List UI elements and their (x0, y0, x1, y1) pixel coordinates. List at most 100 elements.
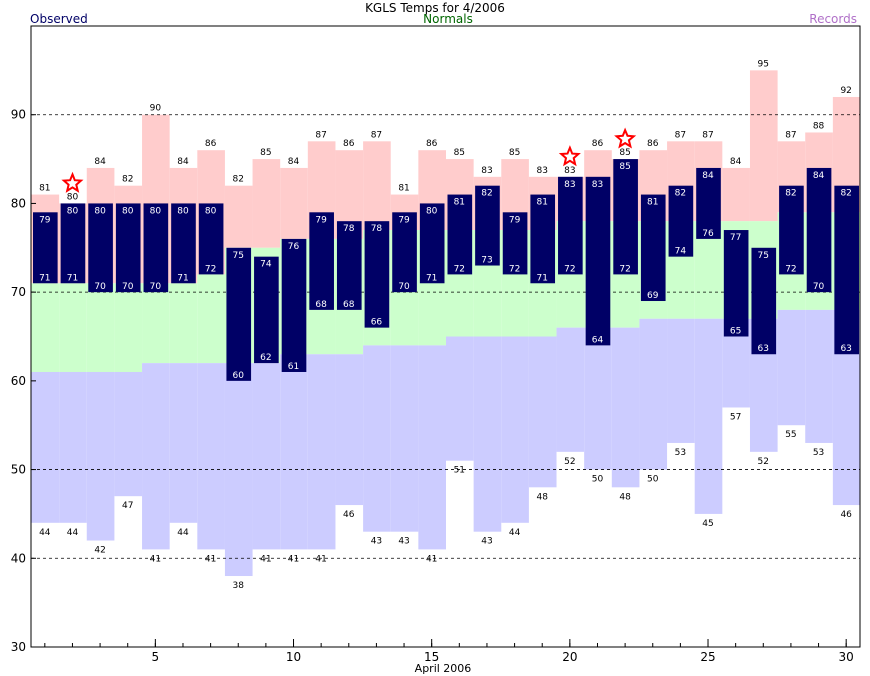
record-low-label: 57 (730, 412, 741, 422)
record-low-band (667, 318, 695, 443)
observed-low-label: 65 (730, 327, 741, 337)
y-tick-label: 60 (11, 374, 26, 388)
observed-high-label: 81 (536, 198, 547, 208)
observed-bar (834, 185, 859, 355)
record-low-label: 41 (426, 554, 437, 564)
observed-bar (696, 167, 721, 239)
record-low-label: 47 (122, 501, 133, 511)
observed-bar (171, 203, 196, 284)
observed-bar (392, 212, 417, 293)
observed-bar (723, 230, 749, 337)
x-tick-label: 5 (152, 650, 160, 664)
observed-low-label: 71 (67, 273, 78, 283)
record-low-band (418, 345, 446, 550)
record-low-band (584, 327, 612, 470)
x-tick-label: 15 (424, 650, 439, 664)
record-high-band (749, 70, 778, 222)
record-high-label: 83 (564, 166, 575, 176)
legend-normals: Normals (423, 12, 473, 26)
observed-bar (60, 203, 86, 284)
observed-low-label: 70 (122, 282, 134, 292)
record-high-label: 82 (122, 175, 133, 185)
record-high-label: 81 (39, 184, 50, 194)
observed-bar (419, 203, 445, 284)
observed-low-label: 71 (39, 273, 50, 283)
observed-high-label: 79 (315, 215, 327, 225)
record-low-band (280, 354, 308, 550)
record-high-label: 80 (67, 192, 79, 202)
normal-band (31, 283, 60, 372)
observed-high-label: 78 (371, 224, 383, 234)
record-high-label: 87 (702, 130, 713, 140)
observed-high-label: 82 (785, 189, 796, 199)
observed-low-label: 60 (233, 371, 245, 381)
y-tick-label: 40 (11, 551, 26, 565)
observed-bar (309, 212, 334, 310)
observed-low-label: 64 (592, 335, 604, 345)
observed-bar (447, 194, 473, 275)
observed-high-label: 75 (233, 251, 244, 261)
record-low-band (694, 318, 723, 514)
observed-bar (226, 247, 252, 381)
record-high-label: 85 (260, 148, 271, 158)
observed-low-label: 63 (758, 344, 769, 354)
record-high-label: 84 (177, 157, 189, 167)
observed-high-label: 75 (758, 251, 769, 261)
record-low-band (777, 309, 806, 426)
plot-frame (30, 25, 861, 648)
observed-high-label: 77 (730, 233, 741, 243)
observed-low-label: 70 (94, 282, 106, 292)
observed-high-label: 82 (675, 189, 686, 199)
observed-high-label: 84 (702, 171, 714, 181)
record-high-label: 85 (509, 148, 520, 158)
observed-low-label: 71 (426, 273, 437, 283)
record-low-label: 46 (343, 510, 355, 520)
observed-low-label: 72 (509, 264, 520, 274)
record-low-band (390, 345, 419, 532)
record-low-band (639, 318, 668, 470)
record-low-band (307, 354, 336, 550)
record-low-label: 51 (454, 466, 465, 476)
observed-bar (668, 185, 694, 257)
record-low-label: 52 (758, 457, 769, 467)
legend-observed: Observed (30, 12, 88, 26)
record-low-band (335, 354, 364, 506)
record-high-label: 86 (426, 139, 438, 149)
record-low-band (501, 336, 529, 523)
observed-low-label: 72 (564, 264, 575, 274)
record-low-label: 48 (619, 492, 631, 502)
observed-low-label: 74 (675, 247, 687, 257)
observed-bar (751, 247, 777, 355)
observed-low-label: 68 (315, 300, 327, 310)
observed-high-label: 84 (813, 171, 825, 181)
observed-bar (779, 185, 804, 275)
record-high-label: 90 (150, 104, 162, 114)
record-low-label: 53 (675, 448, 686, 458)
record-high-label: 85 (454, 148, 465, 158)
record-high-label: 84 (730, 157, 742, 167)
record-low-label: 43 (398, 537, 409, 547)
record-low-band (611, 327, 640, 488)
record-low-label: 46 (840, 510, 852, 520)
record-high-label: 87 (371, 130, 382, 140)
record-low-label: 38 (233, 581, 245, 591)
observed-low-label: 61 (288, 362, 299, 372)
observed-low-label: 72 (619, 264, 630, 274)
observed-low-label: 73 (481, 256, 492, 266)
observed-low-label: 72 (454, 264, 465, 274)
record-high-band (224, 185, 253, 248)
x-tick-label: 10 (286, 650, 301, 664)
observed-high-label: 74 (260, 260, 272, 270)
y-tick-label: 80 (11, 196, 26, 210)
observed-low-label: 70 (398, 282, 410, 292)
observed-high-label: 83 (564, 180, 575, 190)
observed-low-label: 63 (840, 344, 851, 354)
record-low-band (363, 345, 391, 532)
record-high-label: 88 (813, 121, 825, 131)
observed-low-label: 72 (205, 264, 216, 274)
observed-bar (530, 194, 556, 284)
normal-band (114, 283, 143, 372)
record-high-label: 87 (785, 130, 796, 140)
observed-bar (364, 221, 390, 328)
